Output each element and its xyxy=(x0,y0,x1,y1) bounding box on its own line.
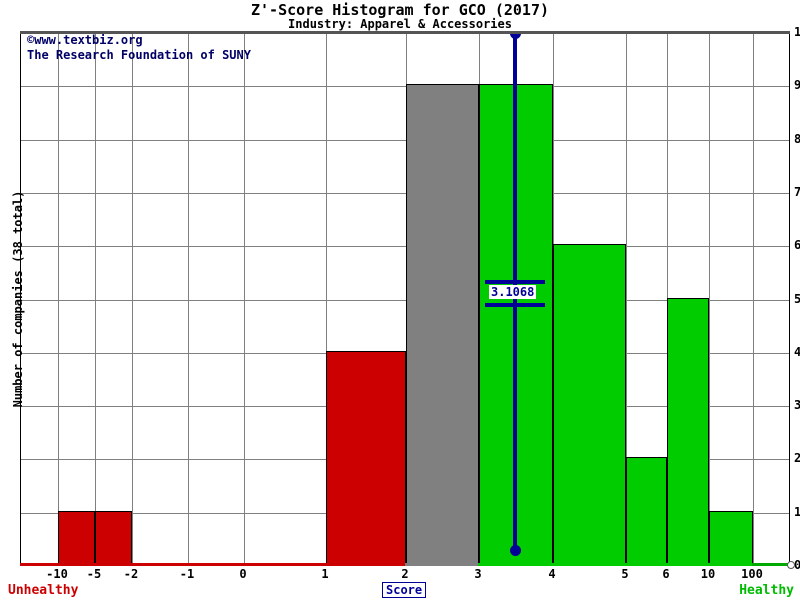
x-axis-tick-label: 5 xyxy=(621,567,629,581)
x-axis-tick-label: -10 xyxy=(46,567,68,581)
y-axis-tick-label: 9 xyxy=(794,78,800,93)
y-axis-tick-label: 3 xyxy=(794,398,800,413)
chart-subtitle: Industry: Apparel & Accessories xyxy=(288,17,512,31)
x-axis-tick-label: -5 xyxy=(86,567,102,581)
axis-top-line xyxy=(20,31,790,34)
score-marker-rule-upper xyxy=(485,279,545,284)
axis-segment-neutral xyxy=(405,563,478,566)
histogram-bar xyxy=(709,510,753,564)
gridline-vertical xyxy=(753,33,754,564)
histogram-bar xyxy=(95,510,132,564)
gridline-vertical xyxy=(709,33,710,564)
y-axis-tick-label: 10 xyxy=(794,25,800,39)
x-axis-tick-label: 2 xyxy=(401,567,409,581)
gridline-vertical xyxy=(132,33,133,564)
score-marker-dot-top xyxy=(509,33,521,39)
gridline-horizontal xyxy=(21,86,789,88)
gridline-vertical xyxy=(244,33,245,564)
x-axis-tick-label: -2 xyxy=(123,567,139,581)
x-axis-tick-label: 6 xyxy=(662,567,670,581)
score-marker-value-label: 3.1068 xyxy=(489,284,537,299)
y-axis-tick-label: 7 xyxy=(794,184,800,199)
y-axis-label: Number of companies (38 total) xyxy=(11,190,25,408)
x-axis-tick-label: 0 xyxy=(239,567,247,581)
axis-endcap-icon xyxy=(787,561,795,569)
gridline-horizontal xyxy=(21,246,789,248)
chart-title: Z'-Score Histogram for GCO (2017) xyxy=(250,1,549,19)
gridline-horizontal xyxy=(21,139,789,141)
copyright-line-2: The Research Foundation of SUNY xyxy=(27,48,251,62)
y-axis-tick-label: 6 xyxy=(794,238,800,253)
x-axis-tick-label: 100 xyxy=(741,567,763,581)
axis-segment-unhealthy xyxy=(20,563,405,566)
gridline-vertical xyxy=(626,33,627,564)
score-marker-dot-bottom xyxy=(509,544,521,556)
gridline-vertical xyxy=(326,33,327,564)
x-axis-label: Score xyxy=(382,582,427,598)
plot-area: 3.1068 xyxy=(20,32,790,565)
histogram-bar xyxy=(626,457,667,564)
y-axis-tick-label: 8 xyxy=(794,131,800,146)
histogram-bar xyxy=(326,350,406,564)
y-axis-tick-label: 0 xyxy=(794,558,800,572)
gridline-vertical xyxy=(95,33,96,564)
copyright-line-1: ©www.textbiz.org xyxy=(27,33,143,47)
y-axis-tick-label: 2 xyxy=(794,451,800,466)
y-axis-tick-label: 4 xyxy=(794,344,800,359)
gridline-horizontal xyxy=(21,192,789,194)
x-axis-tick-label: 3 xyxy=(474,567,482,581)
histogram-bar xyxy=(406,84,479,564)
copyright-block: ©www.textbiz.org The Research Foundation… xyxy=(27,33,251,63)
x-axis-tick-label: 10 xyxy=(700,567,716,581)
histogram-bar xyxy=(58,510,95,564)
x-axis-tick-label: 4 xyxy=(548,567,556,581)
score-marker-rule-lower xyxy=(485,302,545,307)
footer-unhealthy-label: Unhealthy xyxy=(8,583,79,598)
y-axis-tick-label: 1 xyxy=(794,504,800,519)
gridline-vertical xyxy=(188,33,189,564)
histogram-bar xyxy=(553,244,626,564)
y-axis-tick-label: 5 xyxy=(794,291,800,306)
gridline-vertical xyxy=(58,33,59,564)
gridline-horizontal xyxy=(21,299,789,301)
axis-segment-healthy xyxy=(478,563,752,566)
x-axis-tick-label: -1 xyxy=(179,567,195,581)
histogram-bar xyxy=(667,297,709,564)
footer-healthy-label: Healthy xyxy=(739,583,794,598)
axis-segment-healthy-end xyxy=(752,563,790,566)
x-axis-tick-label: 1 xyxy=(321,567,329,581)
